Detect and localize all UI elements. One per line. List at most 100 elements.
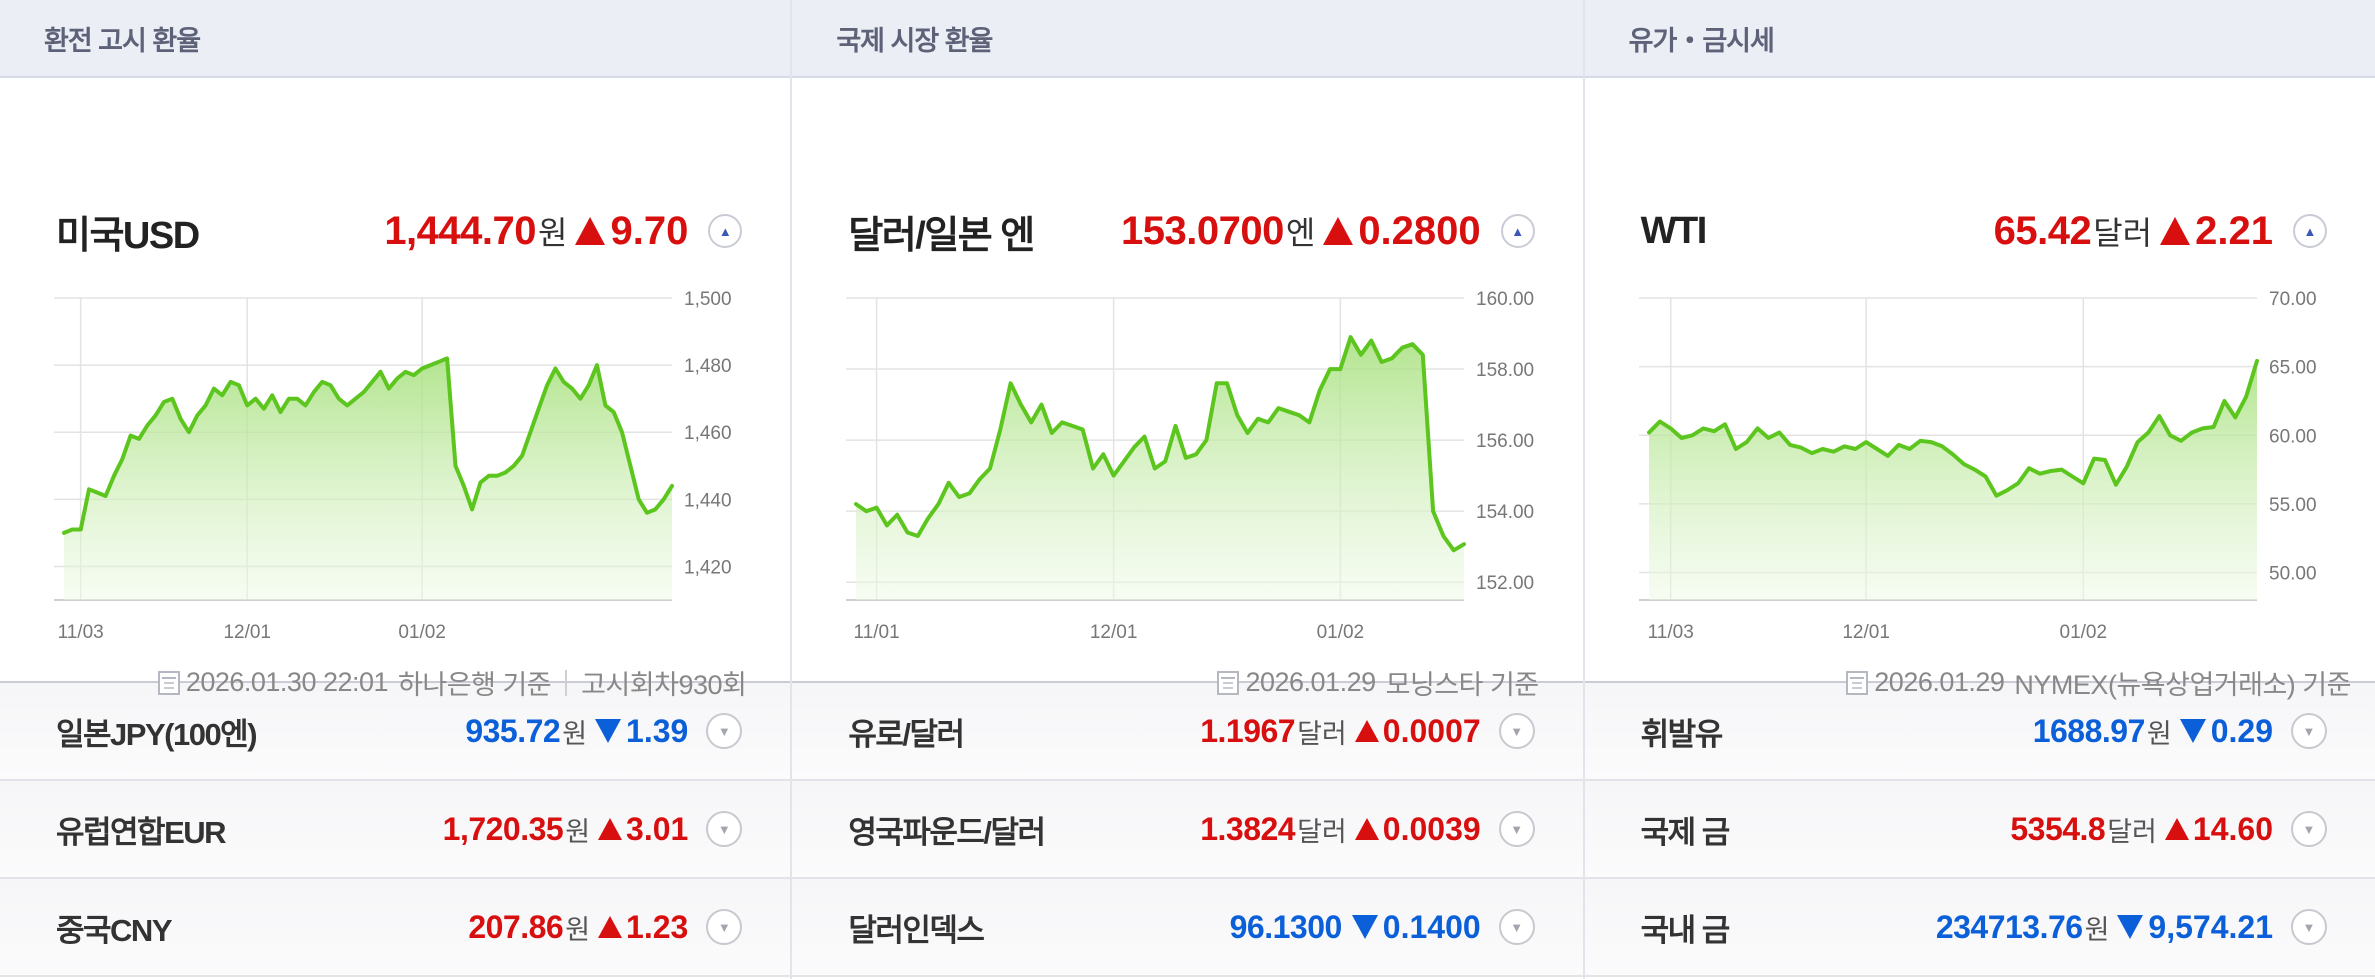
sub-quote-row[interactable]: 유럽연합EUR 1,720.35 원 3.01 ▼ [0,781,791,879]
y-tick-label: 1,420 [684,557,732,578]
sub-change: 0.0039 [1354,811,1481,848]
chevron-down-icon[interactable]: ▼ [706,909,743,945]
chevron-down-icon[interactable]: ▼ [2290,713,2327,749]
y-tick-label: 1,500 [684,289,732,310]
main-card: WTI 65.42 달러 2.21 ▲ 50.00 55.00 60.00 65.00… [1584,78,2375,700]
calendar-icon [157,670,180,695]
up-arrow-icon [1323,217,1354,245]
main-change: 9.70 [575,209,688,254]
x-tick-label: 12/01 [1090,622,1138,643]
chevron-down-icon[interactable]: ▼ [2290,811,2327,847]
source-info: 2026.01.29 모닝스타 기준 [1217,663,1540,702]
up-arrow-icon [575,217,606,245]
y-tick-label: 1,480 [684,356,732,377]
sub-change-value: 0.0007 [1382,712,1481,749]
sub-change: 0.0007 [1354,712,1481,750]
sub-change-value: 0.1400 [1382,908,1481,945]
y-tick-label: 160.00 [1476,289,1534,310]
chevron-up-icon[interactable]: ▲ [1500,214,1535,248]
main-change: 0.2800 [1323,208,1481,254]
source-info: 2026.01.30 22:01 하나은행 기준 고시회차930회 [157,663,747,702]
sub-change: 1.23 [598,909,688,946]
sub-name: 중국CNY [56,912,173,948]
sub-name: 유럽연합EUR [56,814,227,850]
sub-quote-row[interactable]: 유로/달러 1.1967 달러 0.0007 ▼ [792,683,1583,781]
up-arrow-icon [2164,818,2189,840]
sub-value: 96.1300 [1229,908,1343,945]
column-international-fx: 국제 시장 환율 달러/일본 엔 153.0700 엔 0.2800 ▲ 152… [792,0,1585,979]
source-info: 2026.01.29 NYMEX(뉴욕상업거래소) 기준 [1846,663,2351,702]
main-change-value: 0.2800 [1358,208,1481,253]
source-date: 2026.01.30 22:01 [185,667,389,697]
main-value: 153.0700 [1121,208,1284,253]
main-change-value: 9.70 [610,208,689,253]
sub-unit: 달러 [2107,816,2157,847]
main-change-value: 2.21 [2195,208,2273,253]
sub-unit: 원 [2084,914,2110,945]
sub-quote-row[interactable]: 국내 금 234713.76 원 9,574.21 ▼ [1584,879,2375,977]
chevron-down-icon[interactable]: ▼ [1498,811,1535,847]
column-header[interactable]: 국제 시장 환율 [792,0,1583,78]
jpy-chart: 152.00 154.00 156.00 158.00 160.00 11/01 12/01… [846,289,1534,643]
sub-quote-row[interactable]: 중국CNY 207.86 원 1.23 ▼ [0,879,791,977]
y-tick-label: 1,460 [684,423,732,444]
sub-value: 1,720.35 [442,810,564,847]
column-oil-gold: 유가・금시세 WTI 65.42 달러 2.21 ▲ 50.00 55.00 60.… [1584,0,2375,979]
chevron-down-icon[interactable]: ▼ [2290,909,2327,945]
main-quote: WTI 65.42 달러 2.21 ▲ [1585,188,2375,274]
chevron-down-icon[interactable]: ▼ [1498,713,1535,749]
area-fill [1648,360,2257,600]
calendar-icon [1846,670,1869,695]
y-tick-label: 50.00 [2269,564,2317,585]
source-date: 2026.01.29 [1245,667,1376,697]
column-title: 국제 시장 환율 [836,25,993,56]
chevron-down-icon[interactable]: ▼ [706,713,743,749]
chevron-up-icon[interactable]: ▲ [2292,214,2327,248]
x-tick-label: 12/01 [223,622,271,643]
up-arrow-icon [1354,818,1379,840]
sub-name: 국제 금 [1640,814,1731,850]
sub-change: 0.29 [2179,713,2273,750]
sub-unit: 원 [562,718,588,749]
y-tick-label: 152.00 [1476,573,1534,594]
y-tick-label: 156.00 [1476,431,1534,452]
sub-change-value: 3.01 [626,810,689,847]
up-arrow-icon [1354,720,1379,742]
column-title: 환전 고시 환율 [44,25,201,56]
column-header[interactable]: 환전 고시 환율 [0,0,791,78]
wti-chart: 50.00 55.00 60.00 65.00 70.00 11/03 12/01 01/02 [1638,289,2317,643]
main-card: 미국USD 1,444.70 원 9.70 ▲ 1,420 1,440 1,460 1… [0,78,791,700]
up-arrow-icon [598,916,623,938]
sub-value: 1.3824 [1200,810,1296,847]
column-header[interactable]: 유가・금시세 [1584,0,2375,78]
up-arrow-icon [2160,217,2191,245]
sub-quote-row[interactable]: 국제 금 5354.8 달러 14.60 ▼ [1584,781,2375,879]
sub-quote-row[interactable]: 휘발유 1688.97 원 0.29 ▼ [1584,683,2375,781]
chevron-down-icon[interactable]: ▼ [1498,909,1535,945]
sub-quote-row[interactable]: 영국파운드/달러 1.3824 달러 0.0039 ▼ [792,781,1583,879]
down-arrow-icon [595,719,622,743]
chevron-up-icon[interactable]: ▲ [708,214,743,248]
sub-value: 1688.97 [2032,712,2146,749]
source-separator [565,669,568,696]
sub-value: 1.1967 [1200,712,1296,749]
y-tick-label: 158.00 [1476,360,1534,381]
y-tick-label: 60.00 [2269,426,2317,447]
sub-name: 달러인덱스 [848,912,985,948]
chevron-down-icon[interactable]: ▼ [706,811,743,847]
calendar-icon [1217,670,1240,695]
sub-name: 일본JPY(100엔) [56,716,258,752]
main-name: 미국USD [56,214,200,257]
source-provider: 모닝스타 기준 [1385,670,1540,700]
sub-change-value: 1.23 [626,908,689,945]
main-quote: 미국USD 1,444.70 원 9.70 ▲ [0,188,790,274]
main-name: 달러/일본 엔 [848,214,1035,257]
sub-unit: 원 [565,816,591,847]
column-title: 유가・금시세 [1628,25,1775,56]
source-date: 2026.01.29 [1874,667,2005,697]
sub-quote-row[interactable]: 달러인덱스 96.1300 0.1400 ▼ [792,879,1583,977]
sub-name: 국내 금 [1640,912,1731,948]
sub-quote-row[interactable]: 일본JPY(100엔) 935.72 원 1.39 ▼ [0,683,791,781]
area-fill [856,337,1465,600]
